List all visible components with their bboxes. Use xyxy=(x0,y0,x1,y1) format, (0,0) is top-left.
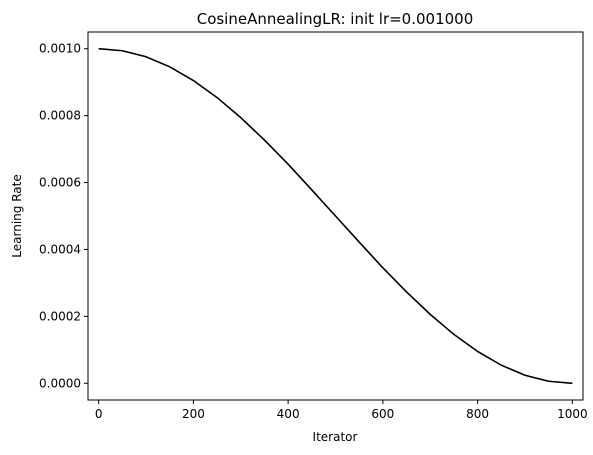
y-tick-label: 0.0008 xyxy=(39,109,81,123)
x-axis-label: Iterator xyxy=(313,430,358,444)
x-tick-label: 1000 xyxy=(557,407,588,421)
y-tick-label: 0.0010 xyxy=(39,42,81,56)
y-tick-label: 0.0004 xyxy=(39,242,81,256)
x-tick-label: 200 xyxy=(182,407,205,421)
learning-rate-line xyxy=(98,47,573,385)
y-axis-label: Learning Rate xyxy=(10,174,24,257)
y-tick-label: 0.0002 xyxy=(39,309,81,323)
y-axis: 0.0000 0.0002 0.0004 0.0006 0.0008 0.0010 xyxy=(39,42,88,390)
plot-frame xyxy=(87,31,584,401)
y-tick-label: 0.0000 xyxy=(39,376,81,390)
x-tick-label: 600 xyxy=(371,407,394,421)
x-tick-label: 0 xyxy=(95,407,103,421)
x-tick-label: 800 xyxy=(466,407,489,421)
x-tick-label: 400 xyxy=(277,407,300,421)
y-tick-label: 0.0006 xyxy=(39,176,81,190)
x-axis: 0 200 400 600 800 1000 xyxy=(95,400,588,421)
chart-title: CosineAnnealingLR: init lr=0.001000 xyxy=(197,10,474,28)
